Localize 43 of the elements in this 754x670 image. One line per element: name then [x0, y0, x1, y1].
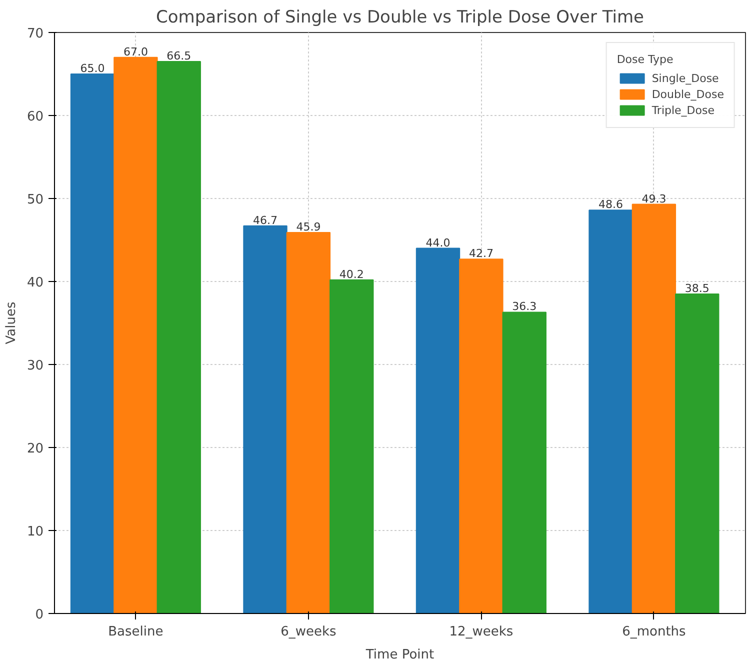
x-tick-label: Baseline: [108, 624, 164, 640]
data-label: 42.7: [468, 247, 494, 260]
bar: [459, 258, 504, 614]
data-label: 48.6: [598, 198, 624, 212]
y-tick-label: 50: [26, 192, 44, 208]
data-label: 45.9: [296, 220, 321, 234]
x-tick-label: 6_weeks: [280, 624, 337, 640]
bar: [330, 279, 374, 614]
data-label: 36.3: [512, 300, 537, 314]
y-tick-label: 70: [26, 26, 44, 42]
legend-label: Double_Dose: [652, 87, 724, 101]
bar: [675, 293, 720, 614]
data-label: 44.0: [426, 236, 450, 250]
bar: [588, 210, 633, 614]
data-label: 46.7: [253, 214, 278, 227]
data-label: 65.0: [80, 62, 105, 75]
bar: [416, 248, 460, 614]
y-tick-label: 40: [26, 276, 44, 290]
data-label: 40.2: [339, 268, 364, 281]
legend-label: Single_Dose: [652, 71, 719, 85]
bar: [502, 312, 546, 614]
y-tick-label: 10: [26, 524, 44, 540]
bar: [156, 61, 201, 614]
y-tick-label: 60: [26, 110, 44, 124]
bar: [243, 225, 288, 614]
y-axis-title: Values: [4, 302, 19, 344]
legend-label: Triple_Dose: [652, 103, 714, 117]
legend-title: Dose Type: [616, 53, 674, 66]
data-label: 49.3: [642, 192, 666, 206]
y-tick-label: 30: [26, 358, 44, 374]
bar: [632, 204, 676, 614]
data-label: 67.0: [123, 45, 148, 58]
y-tick-label: 20: [26, 442, 44, 456]
data-label: 66.5: [166, 50, 192, 63]
chart-title: Comparison of Single vs Double vs Triple Dose Over Time: [156, 8, 644, 28]
bar: [286, 232, 331, 614]
y-tick-label: 0: [35, 608, 44, 622]
x-axis-title: Time Point: [364, 648, 434, 662]
bar: [70, 74, 115, 614]
bar: [114, 56, 158, 614]
x-tick-label: 12_weeks: [449, 624, 514, 640]
data-label: 38.5: [684, 282, 710, 295]
x-tick-label: 6_months: [622, 624, 686, 640]
